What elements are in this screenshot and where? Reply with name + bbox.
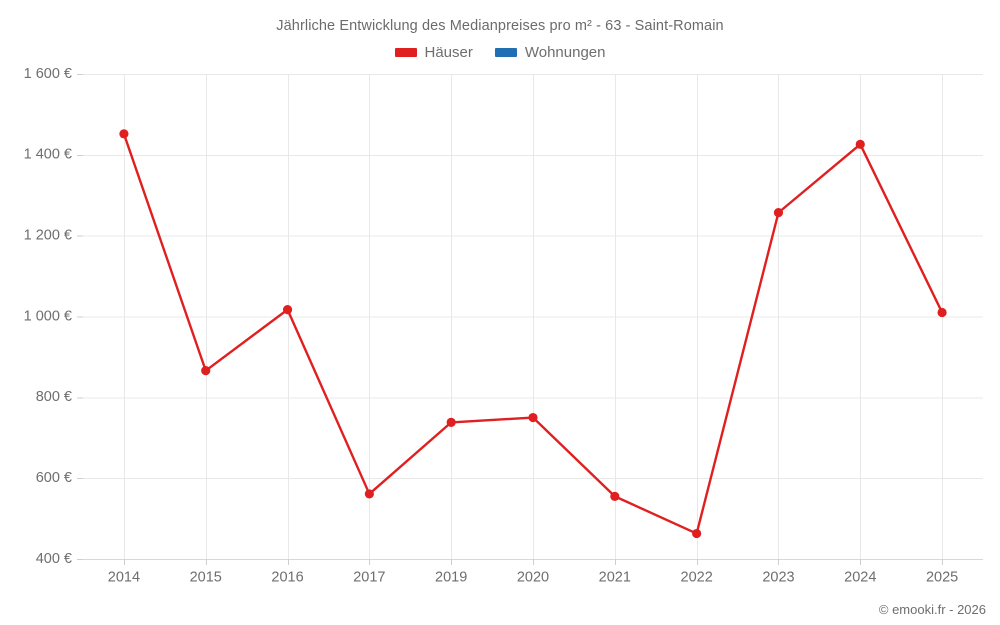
x-axis-tick-label: 2020 [517,570,549,586]
x-axis-tick-label: 2017 [353,570,385,586]
x-axis-tick-label: 2015 [190,570,222,586]
data-point-häuser[interactable] [528,412,538,423]
y-axis-tick-label: 1 600 € [24,66,72,82]
x-axis-tick-label: 2016 [271,570,303,586]
x-axis-tick-label: 2014 [108,570,140,586]
legend-item-wohnungen[interactable]: Wohnungen [494,44,606,61]
x-axis-tick-label: 2022 [681,570,713,586]
y-axis-tick-label: 1 200 € [24,227,72,243]
data-point-häuser[interactable] [610,491,620,501]
data-point-häuser[interactable] [119,129,129,139]
x-axis-tick-label: 2019 [435,570,467,586]
data-point-häuser[interactable] [201,366,211,376]
data-point-häuser[interactable] [692,528,702,539]
data-point-häuser[interactable] [282,305,293,315]
data-point-häuser[interactable] [446,417,456,427]
legend-label-hauser: Häuser [424,44,473,61]
chart-legend: Häuser Wohnungen [0,44,1000,61]
y-axis-tick-label: 1 000 € [24,308,72,324]
legend-swatch-hauser [394,48,417,57]
x-axis-tick-label: 2021 [599,570,631,586]
legend-swatch-wohnungen [494,48,517,57]
y-axis-tick-label: 400 € [36,551,72,567]
y-axis-tick-label: 1 400 € [24,147,72,163]
x-axis-tick-label: 2023 [762,570,794,586]
data-point-häuser[interactable] [364,489,374,499]
x-axis-tick-label: 2024 [844,570,876,586]
data-point-häuser[interactable] [773,208,784,218]
x-axis-tick-label: 2025 [926,570,958,586]
chart-footer-credit: © emooki.fr - 2026 [878,602,986,617]
y-axis-tick-label: 800 € [36,389,72,405]
chart-title: Jährliche Entwicklung des Medianpreises … [276,18,724,34]
data-point-häuser[interactable] [937,307,947,318]
data-point-häuser[interactable] [855,139,865,149]
legend-item-hauser[interactable]: Häuser [394,44,473,61]
y-axis-tick-label: 600 € [36,470,72,486]
legend-label-wohnungen: Wohnungen [524,44,606,61]
